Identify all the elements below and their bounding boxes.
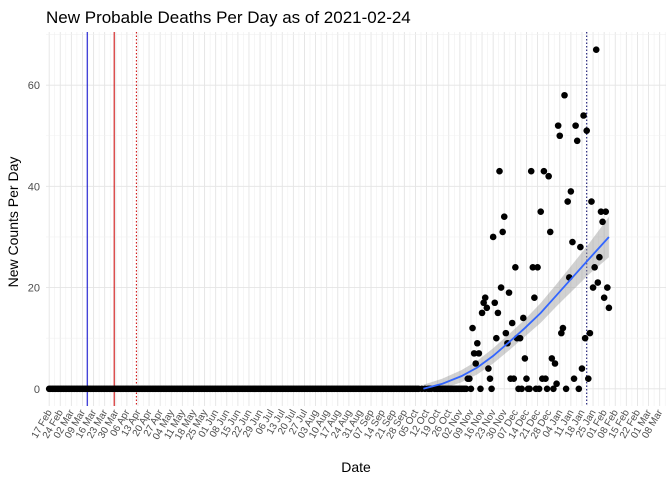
- data-point: [529, 264, 537, 271]
- data-point: [596, 253, 603, 261]
- y-tick-label: 40: [28, 181, 40, 193]
- y-tick-label: 60: [28, 80, 40, 92]
- data-point: [561, 91, 568, 99]
- data-point: [550, 385, 557, 393]
- data-point: [470, 350, 478, 357]
- data-point: [493, 334, 500, 342]
- trend-curve: [423, 236, 610, 390]
- data-point: [592, 46, 600, 54]
- data-point: [580, 112, 587, 119]
- data-point: [477, 385, 484, 393]
- data-point: [575, 385, 583, 393]
- y-tick-label: 20: [28, 283, 40, 295]
- data-point: [472, 360, 480, 367]
- data-points: [45, 46, 613, 393]
- data-point: [588, 198, 595, 205]
- data-point: [535, 385, 543, 393]
- data-point: [589, 284, 597, 291]
- data-point: [570, 375, 578, 382]
- data-point: [510, 375, 518, 382]
- y-axis-title: New Counts Per Day: [5, 157, 21, 288]
- x-axis-title: Date: [341, 459, 371, 475]
- data-point: [521, 355, 529, 362]
- data-point: [569, 238, 576, 246]
- data-point: [543, 385, 551, 393]
- data-point: [567, 188, 575, 195]
- data-point: [474, 339, 481, 347]
- data-point: [499, 228, 506, 236]
- data-point: [508, 319, 516, 327]
- data-point: [519, 314, 527, 322]
- data-point: [491, 299, 499, 307]
- data-point: [531, 294, 538, 301]
- data-point: [605, 304, 613, 312]
- data-point: [489, 233, 497, 241]
- data-point: [551, 360, 559, 367]
- data-point: [554, 122, 562, 129]
- data-point: [512, 264, 519, 271]
- data-point: [548, 355, 556, 362]
- data-point: [558, 329, 565, 337]
- data-point: [597, 208, 605, 215]
- data-point: [591, 264, 598, 271]
- data-point: [505, 289, 513, 296]
- data-point: [500, 213, 508, 221]
- data-point: [475, 350, 483, 357]
- data-point: [494, 309, 502, 317]
- data-point: [488, 385, 495, 393]
- data-point: [516, 334, 524, 342]
- data-point: [585, 375, 592, 382]
- data-point: [480, 299, 487, 307]
- data-point: [523, 375, 530, 382]
- data-point: [502, 329, 510, 337]
- data-point: [599, 218, 606, 226]
- data-point: [497, 284, 505, 291]
- data-point: [556, 132, 564, 140]
- data-point: [572, 122, 579, 129]
- data-point: [559, 324, 567, 332]
- data-point: [583, 127, 591, 134]
- data-point: [486, 375, 494, 382]
- data-point: [466, 375, 473, 382]
- data-point: [483, 304, 491, 312]
- data-point: [540, 167, 548, 175]
- data-point: [526, 385, 533, 393]
- data-point: [581, 334, 589, 342]
- data-point: [578, 365, 586, 372]
- data-point: [573, 137, 581, 145]
- data-point: [553, 380, 560, 388]
- data-point: [564, 198, 571, 205]
- data-point: [537, 208, 545, 215]
- data-point: [542, 375, 549, 382]
- data-point: [546, 228, 554, 236]
- data-point: [527, 167, 535, 175]
- trend-line: [423, 236, 610, 390]
- y-tick-labels: 0 20 40 60: [28, 80, 40, 396]
- data-point: [485, 365, 492, 372]
- data-point: [562, 385, 570, 393]
- data-point: [534, 264, 541, 271]
- data-point: [496, 167, 503, 175]
- plot-panel: [46, 32, 666, 406]
- data-point: [545, 172, 552, 180]
- data-point: [594, 279, 602, 286]
- data-point: [602, 208, 610, 215]
- data-point: [469, 324, 476, 332]
- chart-title: New Probable Deaths Per Day as of 2021-0…: [46, 8, 411, 27]
- data-point: [586, 329, 594, 337]
- y-tick-label: 0: [34, 384, 40, 396]
- data-point: [481, 294, 489, 301]
- data-point: [577, 243, 584, 251]
- data-point: [478, 309, 486, 317]
- reference-lines: [86, 32, 588, 406]
- data-point: [462, 385, 470, 393]
- data-point: [604, 284, 611, 291]
- data-point: [600, 294, 608, 301]
- data-point: [467, 385, 475, 393]
- data-point: [518, 385, 526, 393]
